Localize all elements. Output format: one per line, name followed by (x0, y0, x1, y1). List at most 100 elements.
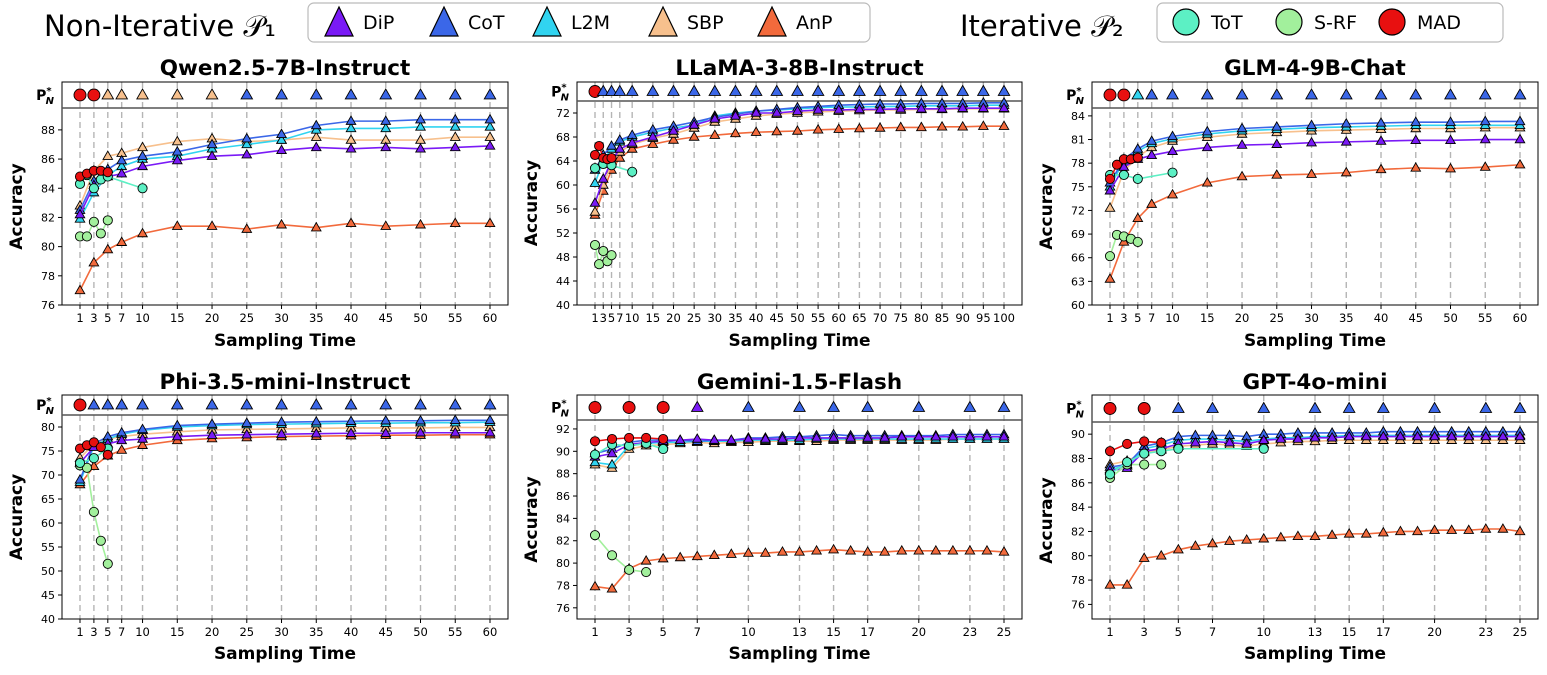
x-tick-label: 15 (1342, 625, 1357, 639)
pstar-marker-cot (770, 84, 784, 96)
data-point-anp (998, 120, 1010, 130)
data-point-anp (1167, 188, 1179, 199)
data-point-mad (641, 432, 652, 443)
y-tick-label: 55 (41, 541, 55, 554)
x-tick-label: 30 (274, 625, 289, 639)
data-point-anp (137, 439, 149, 449)
data-point-dip (1377, 430, 1389, 441)
series-line-tot (1110, 171, 1173, 180)
data-point-dip (688, 119, 700, 129)
data-point-anp (647, 138, 659, 148)
x-tick-label: 35 (309, 311, 324, 325)
data-point-anp (241, 223, 253, 233)
data-point-anp (1394, 525, 1406, 536)
data-point-dip (137, 433, 149, 443)
data-point-anp (614, 152, 626, 162)
x-tick-label: 90 (955, 311, 970, 325)
legend-label-mad: MAD (1417, 12, 1461, 34)
x-tick-label: 3 (90, 311, 97, 325)
data-point-anp (1375, 163, 1387, 174)
x-tick-label: 35 (1339, 311, 1354, 325)
data-point-s-rf (1156, 459, 1167, 470)
x-axis-label: Sampling Time (214, 331, 356, 351)
pstar-marker-sbp (205, 88, 219, 100)
data-point-mad (1132, 152, 1143, 163)
data-point-anp (998, 546, 1010, 556)
data-point-dip (1236, 139, 1248, 149)
data-point-anp (1132, 212, 1144, 223)
data-point-cot (484, 113, 496, 124)
x-tick-label: 1 (591, 625, 598, 639)
data-point-dip (977, 102, 989, 112)
x-tick-label: 3 (600, 311, 607, 325)
pstar-label: P* N (36, 86, 55, 107)
data-point-anp (380, 220, 392, 230)
data-point-anp (845, 544, 857, 555)
data-point-dip (759, 433, 771, 443)
data-point-dip (1375, 135, 1387, 145)
x-axis-label: Sampling Time (214, 644, 356, 664)
y-tick-label: 65 (41, 493, 55, 506)
x-tick-label: 17 (860, 625, 875, 639)
data-point-tot (1132, 173, 1143, 184)
series-sbp (589, 102, 1010, 216)
x-tick-label: 55 (1478, 311, 1493, 325)
y-tick-label: 86 (556, 490, 570, 503)
data-point-mad (606, 433, 618, 445)
x-tick-label: 30 (274, 311, 289, 325)
pstar-marker-cot (613, 84, 627, 96)
pstar-marker-cot (448, 398, 462, 410)
x-tick-label: 75 (893, 311, 908, 325)
pstar-marker-cot (1257, 401, 1271, 413)
x-tick-label: 1 (1106, 311, 1113, 325)
pstar-marker-cot (483, 398, 497, 410)
data-point-dip (345, 427, 357, 437)
x-tick-label: 13 (792, 625, 807, 639)
y-tick-label: 78 (41, 270, 55, 283)
legend-marker-l2m (532, 5, 562, 37)
data-point-dip (998, 102, 1010, 112)
pstar-marker-mad (1117, 88, 1131, 102)
data-point-cot (605, 140, 618, 150)
data-point-dip (771, 107, 783, 117)
x-tick-label: 40 (1374, 311, 1389, 325)
legend-label-tot: ToT (1210, 12, 1243, 34)
series-tot (1104, 443, 1269, 480)
x-tick-label: 5 (1134, 311, 1141, 325)
chart-title: Qwen2.5-7B-Instruct (160, 56, 411, 81)
data-point-anp (759, 547, 771, 557)
pstar-marker-cot (205, 398, 219, 410)
data-point-dip (449, 426, 461, 437)
data-point-dip (930, 430, 942, 441)
data-point-tot (658, 444, 669, 455)
pstar-marker-cot (1200, 88, 1214, 100)
data-point-cot (1167, 130, 1179, 141)
x-tick-label: 17 (1376, 625, 1391, 639)
y-tick-label: 92 (556, 423, 570, 436)
data-point-tot (627, 166, 638, 177)
data-point-tot (88, 453, 99, 464)
y-tick-label: 80 (41, 241, 55, 254)
x-tick-label: 20 (1427, 625, 1442, 639)
series-dip (589, 102, 1010, 207)
data-point-anp (1104, 273, 1116, 283)
pstar-marker-cot (1145, 88, 1159, 100)
data-point-sbp (589, 206, 601, 216)
x-tick-label: 13 (1308, 625, 1323, 639)
data-point-dip (1258, 434, 1270, 444)
data-point-tot (1118, 169, 1129, 181)
pstar-marker-cot (1374, 88, 1388, 100)
data-point-mad (102, 449, 113, 460)
data-point-anp (1271, 169, 1283, 179)
data-point-tot (1173, 443, 1184, 454)
y-tick-label: 84 (41, 182, 55, 195)
data-point-sbp (102, 150, 114, 160)
data-point-dip (896, 430, 908, 441)
data-point-anp (1172, 543, 1184, 554)
legend-group-title: Iterative 𝒫₂ (960, 9, 1124, 43)
pstar-marker-cot (414, 398, 427, 410)
series-line-s-rf (594, 534, 647, 573)
